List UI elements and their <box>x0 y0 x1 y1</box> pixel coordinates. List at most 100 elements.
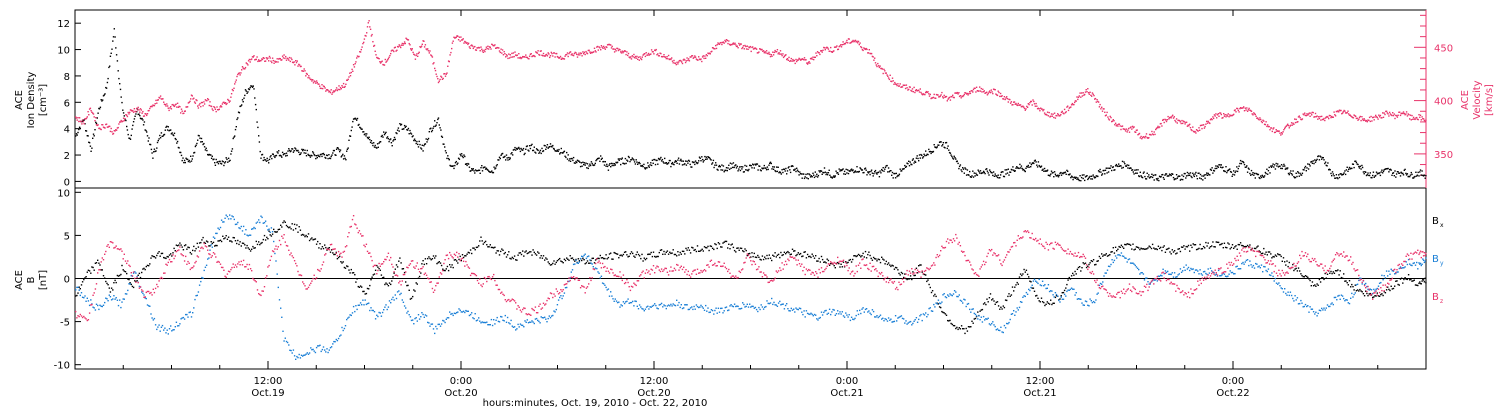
bx-point <box>684 253 685 254</box>
density-point <box>165 130 166 131</box>
velocity-point <box>1248 108 1249 109</box>
velocity-point <box>1049 112 1050 113</box>
density-point <box>466 165 467 166</box>
density-point <box>1021 165 1022 166</box>
bx-point <box>431 259 432 260</box>
bx-point <box>104 277 105 278</box>
density-point <box>1043 171 1044 172</box>
bx-point <box>499 254 500 255</box>
bx-point <box>1230 248 1231 249</box>
bx-point <box>673 249 674 250</box>
by-point <box>204 270 205 271</box>
density-point <box>930 153 931 154</box>
bx-point <box>770 258 771 259</box>
velocity-point <box>600 49 601 50</box>
velocity-point <box>368 22 369 23</box>
velocity-point <box>1060 114 1061 115</box>
bx-point <box>636 254 637 255</box>
density-point <box>182 160 183 161</box>
density-point <box>564 151 565 152</box>
velocity-point <box>1103 108 1104 109</box>
velocity-point <box>488 48 489 49</box>
density-point <box>321 154 322 155</box>
density-point <box>954 156 955 157</box>
density-point <box>900 169 901 170</box>
density-point <box>770 162 771 163</box>
density-point <box>1340 173 1341 174</box>
velocity-point <box>165 104 166 105</box>
bx-point <box>143 268 144 269</box>
by-point <box>119 299 120 300</box>
velocity-point <box>1267 124 1268 125</box>
bx-point <box>490 244 491 245</box>
velocity-point <box>1087 88 1088 89</box>
bx-point <box>387 284 388 285</box>
velocity-point <box>1248 109 1249 110</box>
velocity-point <box>282 56 283 57</box>
bx-point <box>1115 247 1116 248</box>
velocity-point <box>968 93 969 94</box>
bx-point <box>971 321 972 322</box>
density-point <box>514 147 515 148</box>
density-point <box>344 158 345 159</box>
bx-point <box>1012 286 1013 287</box>
density-point <box>1134 170 1135 171</box>
bx-point <box>818 258 819 259</box>
density-point <box>702 159 703 160</box>
velocity-point <box>446 72 447 73</box>
velocity-point <box>791 61 792 62</box>
velocity-point <box>287 58 288 59</box>
density-point <box>1103 170 1104 171</box>
by-point <box>194 299 195 300</box>
velocity-point <box>202 105 203 106</box>
density-point <box>246 90 247 91</box>
velocity-point <box>198 107 199 108</box>
velocity-point <box>1024 108 1025 109</box>
velocity-point <box>627 55 628 56</box>
bx-point <box>1103 254 1104 255</box>
bx-point <box>949 320 950 321</box>
bx-point <box>465 255 466 256</box>
velocity-point <box>329 91 330 92</box>
by-point <box>299 354 300 355</box>
bx-point <box>1394 286 1395 287</box>
velocity-point <box>1347 111 1348 112</box>
density-point <box>594 164 595 165</box>
density-point <box>870 171 871 172</box>
bx-point <box>1377 292 1378 293</box>
bx-point <box>916 268 917 269</box>
bx-point <box>315 238 316 239</box>
by-point <box>332 343 333 344</box>
density-point <box>434 120 435 121</box>
bx-point <box>1330 271 1331 272</box>
by-point <box>75 289 76 290</box>
density-point <box>1391 169 1392 170</box>
density-point <box>216 159 217 160</box>
density-point <box>164 134 165 135</box>
bx-point <box>349 272 350 273</box>
velocity-point <box>770 56 771 57</box>
bx-point <box>1347 282 1348 283</box>
density-point <box>1243 162 1244 163</box>
velocity-point <box>1054 113 1055 114</box>
bx-point <box>354 274 355 275</box>
bx-point <box>1172 249 1173 250</box>
bx-point <box>1409 279 1410 280</box>
bx-point <box>89 270 90 271</box>
velocity-point <box>859 42 860 43</box>
density-point <box>142 119 143 120</box>
bx-point <box>1299 270 1300 271</box>
velocity-point <box>1279 130 1280 131</box>
velocity-point <box>577 56 578 57</box>
density-point <box>1252 174 1253 175</box>
density-point <box>84 119 85 120</box>
bx-point <box>739 250 740 251</box>
density-point <box>627 160 628 161</box>
velocity-point <box>525 54 526 55</box>
velocity-point <box>794 60 795 61</box>
bx-point <box>758 257 759 258</box>
velocity-point <box>437 78 438 79</box>
velocity-point <box>641 59 642 60</box>
bx-point <box>363 291 364 292</box>
density-point <box>86 130 87 131</box>
